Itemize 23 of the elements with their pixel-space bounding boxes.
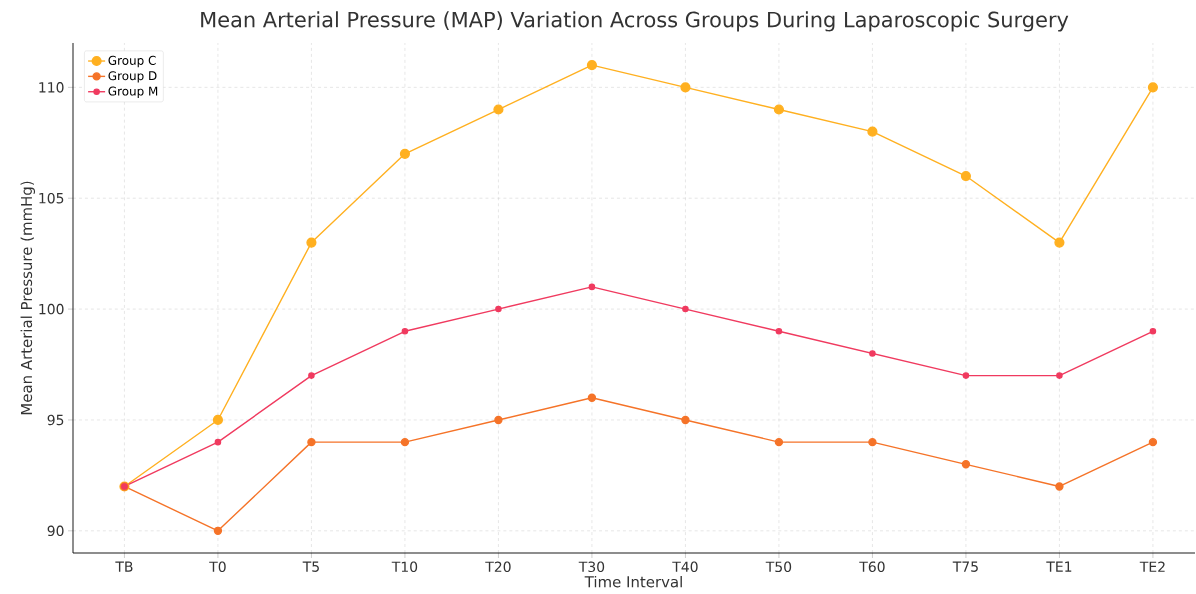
legend-label: Group D bbox=[108, 71, 157, 83]
x-tick-label: T75 bbox=[952, 561, 978, 572]
x-tick-label: T40 bbox=[672, 561, 698, 573]
x-tick-label: T20 bbox=[485, 561, 511, 573]
x-tick-label: TE2 bbox=[1139, 561, 1165, 572]
x-tick-label: T0 bbox=[209, 561, 226, 573]
x-tick-label: T10 bbox=[391, 561, 418, 573]
y-tick-label: 105 bbox=[39, 192, 64, 204]
x-tick-label: TE1 bbox=[1046, 561, 1072, 572]
x-tick-label: T5 bbox=[302, 561, 319, 572]
x-tick-label: T30 bbox=[578, 561, 605, 573]
y-tick-label: 95 bbox=[47, 414, 64, 426]
y-axis-title: Mean Arterial Pressure (mmHg) bbox=[20, 181, 36, 415]
y-tick-label: 100 bbox=[39, 303, 64, 315]
chart-title: Mean Arterial Pressure (MAP) Variation Across Groups During Laparoscopic Surgery bbox=[201, 11, 1069, 32]
x-tick-label: T60 bbox=[859, 561, 885, 573]
x-tick-label: TB bbox=[115, 561, 133, 572]
legend-label: Group C bbox=[108, 55, 156, 68]
y-tick-label: 110 bbox=[39, 82, 64, 93]
legend-label: Group M bbox=[108, 86, 158, 98]
x-axis-title: Time Interval bbox=[584, 575, 682, 588]
y-tick-label: 90 bbox=[47, 525, 64, 537]
x-tick-label: T50 bbox=[765, 561, 792, 573]
